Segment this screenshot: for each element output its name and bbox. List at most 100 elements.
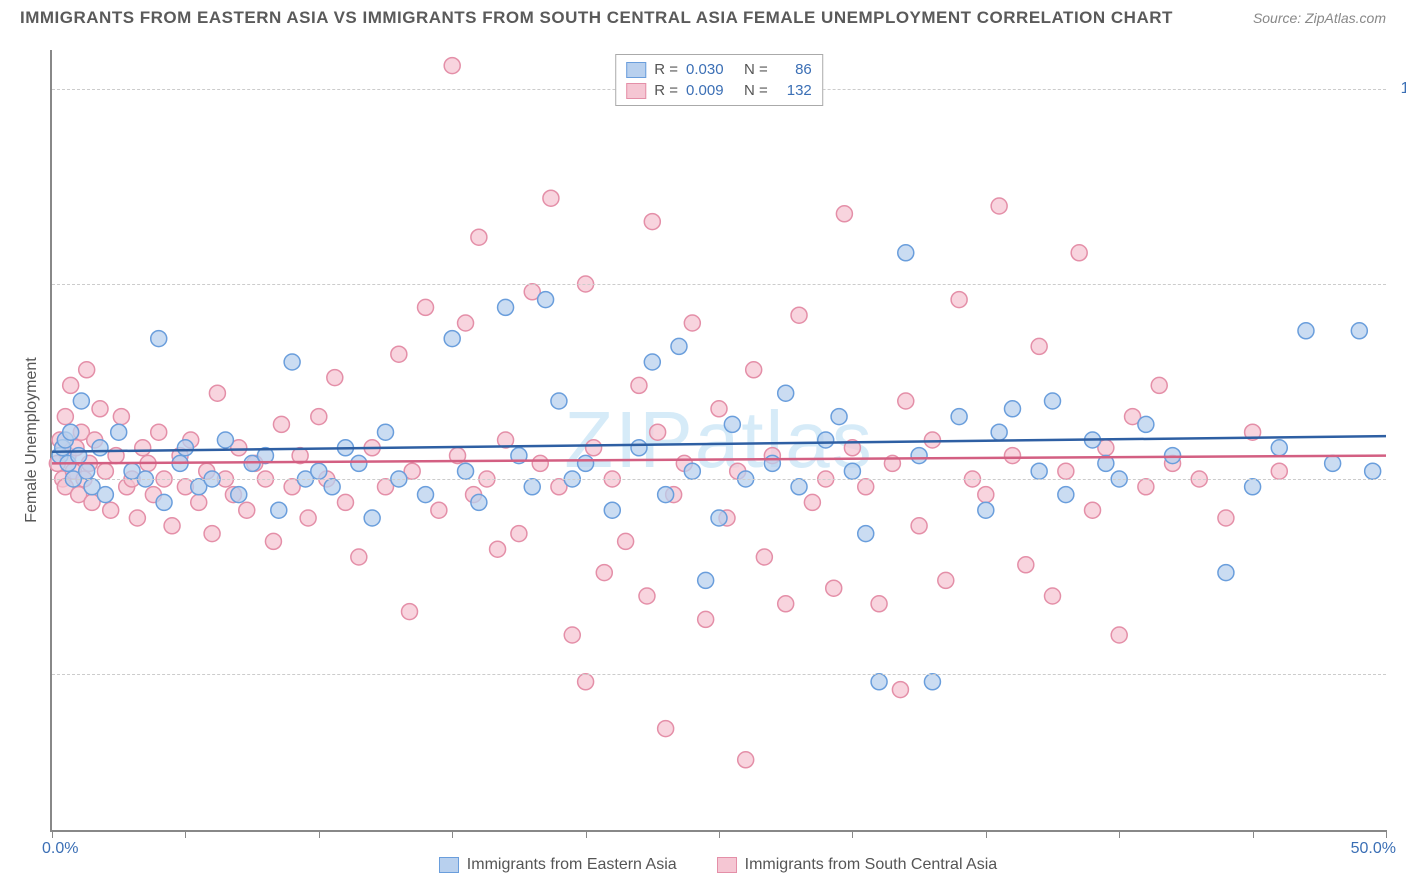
- data-point: [978, 502, 994, 518]
- legend-stat-row: R =0.009N =132: [626, 80, 812, 101]
- data-point: [1351, 323, 1367, 339]
- data-point: [911, 518, 927, 534]
- legend-swatch: [439, 857, 459, 873]
- data-point: [1085, 502, 1101, 518]
- data-point: [658, 721, 674, 737]
- data-point: [711, 401, 727, 417]
- legend-item: Immigrants from Eastern Asia: [439, 856, 677, 874]
- data-point: [871, 674, 887, 690]
- data-point: [538, 292, 554, 308]
- data-point: [746, 362, 762, 378]
- data-point: [1031, 338, 1047, 354]
- data-point: [151, 331, 167, 347]
- data-point: [858, 479, 874, 495]
- data-point: [826, 580, 842, 596]
- legend-bottom: Immigrants from Eastern Asia Immigrants f…: [50, 856, 1386, 874]
- data-point: [578, 674, 594, 690]
- data-point: [764, 455, 780, 471]
- legend-r-value: 0.009: [686, 82, 736, 99]
- legend-r-label: R =: [654, 61, 678, 78]
- data-point: [951, 292, 967, 308]
- data-point: [738, 752, 754, 768]
- data-point: [471, 494, 487, 510]
- data-point: [498, 299, 514, 315]
- data-point: [818, 432, 834, 448]
- legend-stat-row: R =0.030N =86: [626, 59, 812, 80]
- data-point: [164, 518, 180, 534]
- chart-plot-area: Female Unemployment 0.0% 50.0% ZIPatlas …: [50, 50, 1386, 832]
- data-point: [1271, 440, 1287, 456]
- x-tick: [719, 830, 720, 838]
- data-point: [564, 627, 580, 643]
- data-point: [1045, 588, 1061, 604]
- data-point: [892, 682, 908, 698]
- data-point: [1218, 565, 1234, 581]
- data-point: [97, 487, 113, 503]
- data-point: [217, 432, 233, 448]
- data-point: [97, 463, 113, 479]
- x-tick: [1386, 830, 1387, 838]
- x-tick: [452, 830, 453, 838]
- data-point: [151, 424, 167, 440]
- data-point: [324, 479, 340, 495]
- x-tick: [586, 830, 587, 838]
- data-point: [204, 526, 220, 542]
- data-point: [898, 393, 914, 409]
- data-point: [671, 338, 687, 354]
- data-point: [756, 549, 772, 565]
- legend-stats: R =0.030N =86R =0.009N =132: [615, 54, 823, 106]
- data-point: [951, 409, 967, 425]
- legend-n-label: N =: [744, 82, 768, 99]
- data-point: [1138, 416, 1154, 432]
- trend-line: [52, 436, 1386, 452]
- data-point: [311, 463, 327, 479]
- data-point: [524, 479, 540, 495]
- data-point: [586, 440, 602, 456]
- data-point: [991, 424, 1007, 440]
- data-point: [532, 455, 548, 471]
- data-point: [284, 354, 300, 370]
- x-tick: [986, 830, 987, 838]
- data-point: [578, 455, 594, 471]
- grid-line: [52, 284, 1386, 285]
- legend-r-value: 0.030: [686, 61, 736, 78]
- grid-line: [52, 674, 1386, 675]
- data-point: [113, 409, 129, 425]
- data-point: [711, 510, 727, 526]
- data-point: [778, 385, 794, 401]
- legend-swatch: [626, 83, 646, 99]
- data-point: [191, 494, 207, 510]
- data-point: [1004, 401, 1020, 417]
- data-point: [431, 502, 447, 518]
- data-point: [978, 487, 994, 503]
- data-point: [327, 370, 343, 386]
- data-point: [1365, 463, 1381, 479]
- data-point: [135, 440, 151, 456]
- data-point: [1058, 463, 1074, 479]
- data-point: [129, 510, 145, 526]
- data-point: [1111, 627, 1127, 643]
- data-point: [604, 502, 620, 518]
- data-point: [490, 541, 506, 557]
- data-point: [698, 572, 714, 588]
- data-point: [73, 393, 89, 409]
- legend-series-name: Immigrants from South Central Asia: [745, 856, 998, 874]
- x-tick: [1119, 830, 1120, 838]
- data-point: [444, 331, 460, 347]
- data-point: [1058, 487, 1074, 503]
- data-point: [92, 440, 108, 456]
- data-point: [378, 424, 394, 440]
- data-point: [63, 377, 79, 393]
- data-point: [1271, 463, 1287, 479]
- y-tick-label: 10.0%: [1401, 80, 1406, 98]
- data-point: [458, 315, 474, 331]
- data-point: [871, 596, 887, 612]
- data-point: [631, 440, 647, 456]
- data-point: [177, 440, 193, 456]
- data-point: [300, 510, 316, 526]
- legend-swatch: [717, 857, 737, 873]
- data-point: [273, 416, 289, 432]
- legend-n-label: N =: [744, 61, 768, 78]
- data-point: [265, 533, 281, 549]
- y-axis-label: Female Unemployment: [23, 357, 41, 522]
